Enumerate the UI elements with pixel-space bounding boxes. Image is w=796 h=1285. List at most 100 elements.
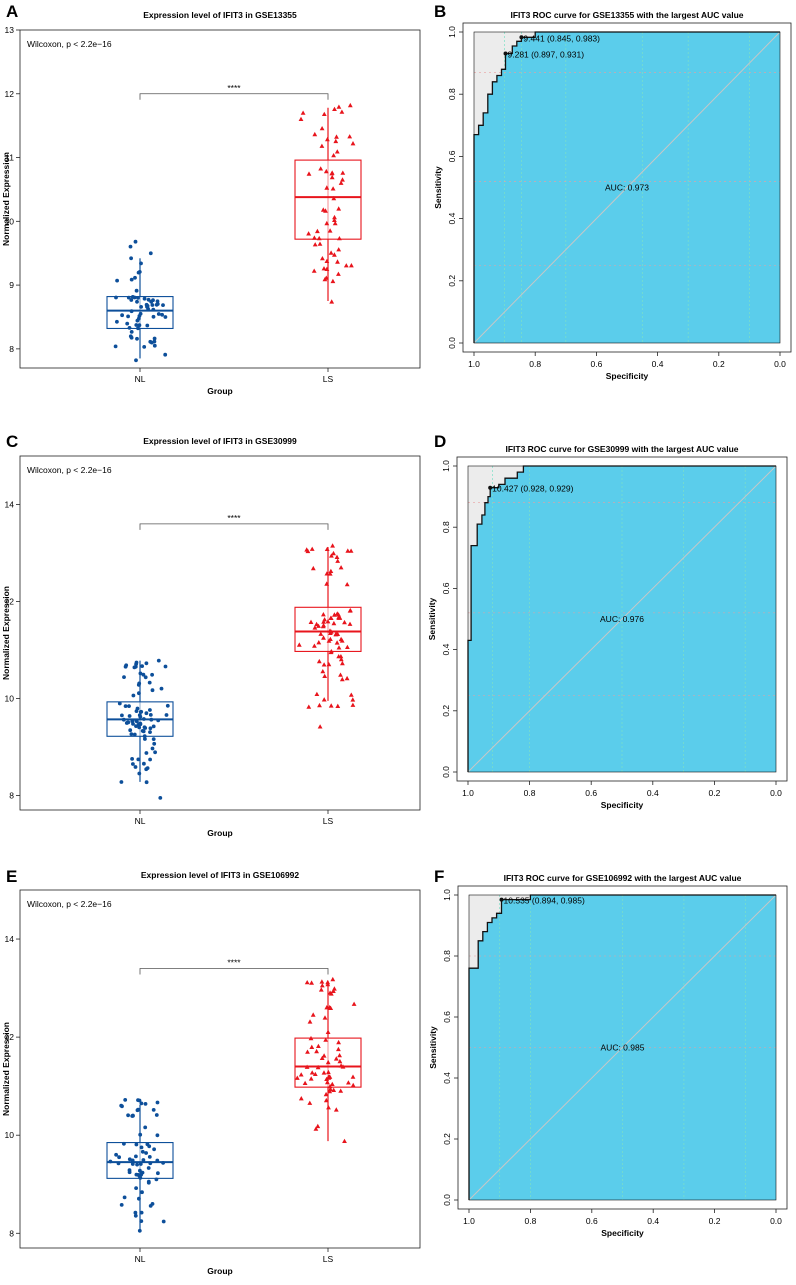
data-point-ls <box>335 558 341 563</box>
data-point-nl <box>126 720 131 725</box>
y-axis-label: Normalized Expression <box>1 586 11 680</box>
data-point-nl <box>148 726 153 731</box>
box-iqr <box>294 159 362 240</box>
panel-letter: A <box>6 2 18 21</box>
data-point-ls <box>322 1015 328 1020</box>
x-tick-label: 0.0 <box>774 359 786 369</box>
data-point-ls <box>323 1037 329 1042</box>
x-tick-label: 0.6 <box>586 1216 598 1226</box>
data-point-nl <box>152 741 157 746</box>
x-tick-label: 0.6 <box>590 359 602 369</box>
y-tick-label: 0.0 <box>442 1194 452 1206</box>
data-point-ls <box>338 636 344 642</box>
data-point-nl <box>131 762 135 766</box>
data-point-ls <box>331 1087 337 1092</box>
data-point-nl <box>127 704 131 708</box>
data-point-nl <box>136 683 141 687</box>
threshold-point <box>488 485 493 490</box>
data-point-ls <box>328 615 334 620</box>
data-point-nl <box>114 295 118 300</box>
y-tick-label: 0.2 <box>441 705 451 717</box>
data-point-nl <box>146 1179 151 1184</box>
data-point-nl <box>154 302 159 307</box>
data-point-nl <box>129 732 134 736</box>
wilcoxon-label: Wilcoxon, p < 2.2e−16 <box>27 899 112 909</box>
data-point-ls <box>304 1064 310 1069</box>
data-point-ls <box>325 136 330 142</box>
roc-curve <box>468 894 776 1200</box>
data-point-ls <box>298 1096 304 1101</box>
chart-title: IFIT3 ROC curve for GSE30999 with the la… <box>505 444 738 454</box>
data-point-nl <box>139 1145 144 1150</box>
data-point-nl <box>150 688 155 693</box>
data-point-nl <box>139 1210 144 1215</box>
data-point-nl <box>140 729 145 733</box>
data-point-nl <box>148 757 153 762</box>
data-point-nl <box>125 321 130 326</box>
data-point-ls <box>333 1107 339 1112</box>
x-tick-label: 0.6 <box>585 788 597 798</box>
data-point-nl <box>145 766 150 770</box>
significance-stars: **** <box>227 957 241 967</box>
data-point-nl <box>147 1155 152 1159</box>
data-point-nl <box>144 661 149 666</box>
x-tick-label: 0.4 <box>647 1216 659 1226</box>
data-point-ls <box>327 990 333 995</box>
data-point-ls <box>332 612 337 617</box>
x-tick-label: LS <box>323 374 334 384</box>
data-point-nl <box>151 737 156 741</box>
data-point-nl <box>129 298 134 302</box>
y-tick-label: 0.2 <box>442 1133 452 1145</box>
data-point-ls <box>333 138 339 144</box>
roc-area-border <box>468 894 777 1201</box>
threshold-label: 9.441 (0.845, 0.983) <box>523 33 600 43</box>
data-point-nl <box>116 1161 121 1166</box>
data-point-nl <box>155 1100 160 1105</box>
data-point-ls <box>316 1043 321 1048</box>
data-point-ls <box>342 619 347 625</box>
data-point-ls <box>308 1035 314 1041</box>
data-point-nl <box>144 302 149 307</box>
data-point-ls <box>331 195 337 201</box>
data-point-ls <box>331 153 336 158</box>
data-point-ls <box>328 630 333 635</box>
data-point-ls <box>318 631 324 636</box>
data-point-nl <box>130 719 135 724</box>
data-point-ls <box>329 299 335 304</box>
data-point-nl <box>132 665 137 670</box>
data-point-ls <box>304 980 310 985</box>
x-tick-label: 0.0 <box>770 1216 782 1226</box>
data-point-nl <box>130 295 135 299</box>
data-point-nl <box>119 1103 124 1108</box>
data-point-nl <box>133 275 137 280</box>
data-point-ls <box>334 134 339 139</box>
data-point-ls <box>326 1069 331 1075</box>
x-axis-label: Group <box>207 386 233 396</box>
data-point-nl <box>152 336 157 341</box>
x-axis-label: Group <box>207 1266 233 1276</box>
data-point-ls <box>321 635 326 640</box>
data-point-ls <box>336 247 342 252</box>
data-point-ls <box>321 266 327 271</box>
panel-letter: E <box>6 867 17 886</box>
data-point-ls <box>332 106 337 111</box>
data-point-nl <box>129 330 134 334</box>
data-point-ls <box>333 631 339 636</box>
data-point-nl <box>120 713 124 718</box>
data-point-nl <box>130 1162 135 1166</box>
roc-curve <box>467 465 776 772</box>
y-tick-label: 0.6 <box>441 582 451 594</box>
data-point-ls <box>345 644 350 649</box>
data-point-ls <box>339 676 345 682</box>
data-point-nl <box>142 345 147 349</box>
data-point-ls <box>320 669 326 674</box>
data-point-nl <box>150 746 155 751</box>
y-tick-label: 12 <box>5 89 15 99</box>
data-point-ls <box>328 568 334 573</box>
data-point-nl <box>149 717 154 722</box>
data-point-ls <box>350 1074 356 1079</box>
data-point-nl <box>115 278 119 283</box>
data-point-ls <box>338 565 344 570</box>
data-point-ls <box>315 1123 321 1129</box>
